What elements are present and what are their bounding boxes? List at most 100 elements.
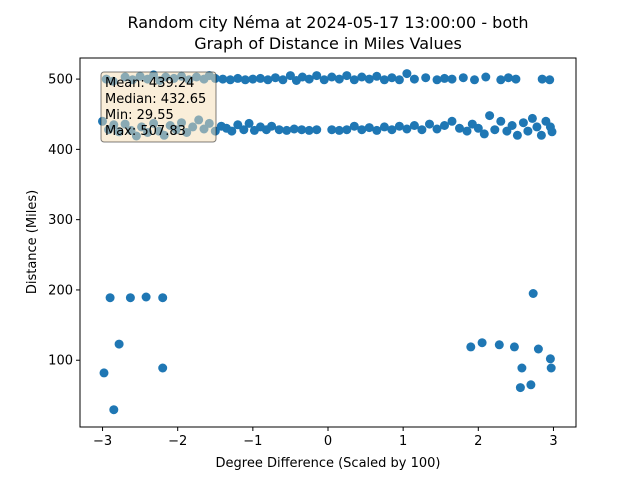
data-point: [518, 118, 528, 128]
stats-median: Median: 432.65: [105, 92, 206, 107]
data-point: [372, 71, 382, 81]
data-point: [297, 125, 307, 135]
data-point: [517, 363, 527, 373]
data-point: [447, 74, 457, 84]
data-point: [547, 127, 557, 137]
data-point: [141, 292, 151, 302]
data-point: [458, 73, 468, 83]
data-point: [545, 75, 555, 85]
data-point: [546, 363, 556, 373]
chart-title-line1: Random city Néma at 2024-05-17 13:00:00 …: [127, 13, 528, 32]
data-point: [233, 120, 243, 130]
data-point: [507, 121, 517, 130]
stats-box-background: [100, 71, 217, 143]
data-point: [312, 71, 322, 81]
x-tick-label: −2: [168, 434, 187, 449]
stats-mean: Mean: 439.24: [105, 76, 194, 91]
y-tick-label: 300: [48, 213, 73, 228]
data-point: [297, 72, 307, 82]
data-point: [409, 121, 419, 130]
data-point: [233, 73, 243, 83]
data-point: [327, 72, 337, 82]
data-point: [485, 111, 495, 121]
x-axis-ticks: −3 −2 −1 0 1 2 3: [93, 427, 558, 449]
data-point: [349, 75, 359, 85]
data-point: [372, 125, 382, 135]
data-point: [387, 73, 397, 83]
chart-title-line2: Graph of Distance in Miles Values: [194, 34, 462, 53]
data-point: [278, 75, 288, 85]
data-point: [496, 75, 506, 85]
data-point: [282, 125, 292, 135]
data-point: [432, 124, 442, 134]
stats-box: Mean: 439.24 Median: 432.65 Min: 29.55 M…: [100, 71, 217, 143]
data-point: [526, 380, 536, 390]
data-point: [496, 116, 506, 126]
data-point: [364, 123, 374, 133]
data-point: [319, 75, 329, 85]
data-point: [158, 363, 168, 373]
data-point: [357, 125, 367, 135]
y-tick-label: 200: [48, 283, 73, 298]
data-point: [473, 123, 483, 133]
data-point: [270, 73, 280, 83]
data-point: [267, 121, 277, 131]
data-point: [225, 75, 235, 85]
data-point: [402, 69, 412, 79]
data-point: [536, 130, 546, 140]
data-point: [402, 124, 412, 134]
data-point: [533, 344, 543, 354]
y-tick-label: 400: [48, 143, 73, 158]
data-point: [432, 75, 442, 85]
data-point: [334, 74, 344, 84]
data-point: [440, 121, 449, 130]
y-tick-label: 500: [48, 73, 73, 88]
data-point: [357, 72, 367, 82]
stats-min: Min: 29.55: [105, 108, 174, 123]
stats-max: Max: 507.83: [105, 124, 186, 139]
data-point: [523, 126, 533, 136]
data-point: [227, 126, 237, 136]
data-point: [99, 368, 109, 378]
x-tick-label: 3: [549, 434, 557, 449]
x-tick-label: 1: [399, 434, 407, 449]
data-point: [515, 383, 525, 393]
data-point: [342, 71, 352, 81]
data-point: [334, 125, 344, 135]
data-point: [349, 121, 359, 131]
data-point: [239, 125, 249, 135]
data-point: [379, 122, 389, 132]
data-point: [125, 293, 135, 303]
data-point: [466, 342, 476, 352]
x-tick-label: 2: [474, 434, 482, 449]
data-point: [532, 122, 542, 132]
x-tick-label: −1: [243, 434, 262, 449]
data-point: [494, 340, 504, 350]
data-point: [244, 118, 254, 128]
data-point: [509, 342, 519, 352]
x-axis-label: Degree Difference (Scaled by 100): [216, 456, 441, 471]
data-point: [387, 125, 397, 135]
data-point: [240, 75, 250, 85]
data-point: [479, 129, 489, 139]
data-point: [304, 125, 314, 135]
data-point: [440, 73, 449, 83]
data-point: [248, 74, 258, 84]
y-tick-label: 100: [48, 354, 73, 369]
data-point: [285, 71, 295, 81]
data-point: [342, 125, 352, 135]
data-point: [455, 123, 464, 133]
data-point: [490, 125, 500, 135]
data-point: [512, 130, 522, 140]
data-point: [447, 116, 457, 126]
data-point: [528, 289, 538, 298]
data-point: [421, 73, 431, 83]
data-point: [114, 339, 124, 349]
x-tick-label: −3: [93, 434, 112, 449]
data-point: [394, 121, 404, 131]
data-point: [537, 74, 547, 84]
data-point: [289, 124, 299, 134]
data-point: [527, 113, 537, 123]
data-point: [379, 75, 389, 85]
